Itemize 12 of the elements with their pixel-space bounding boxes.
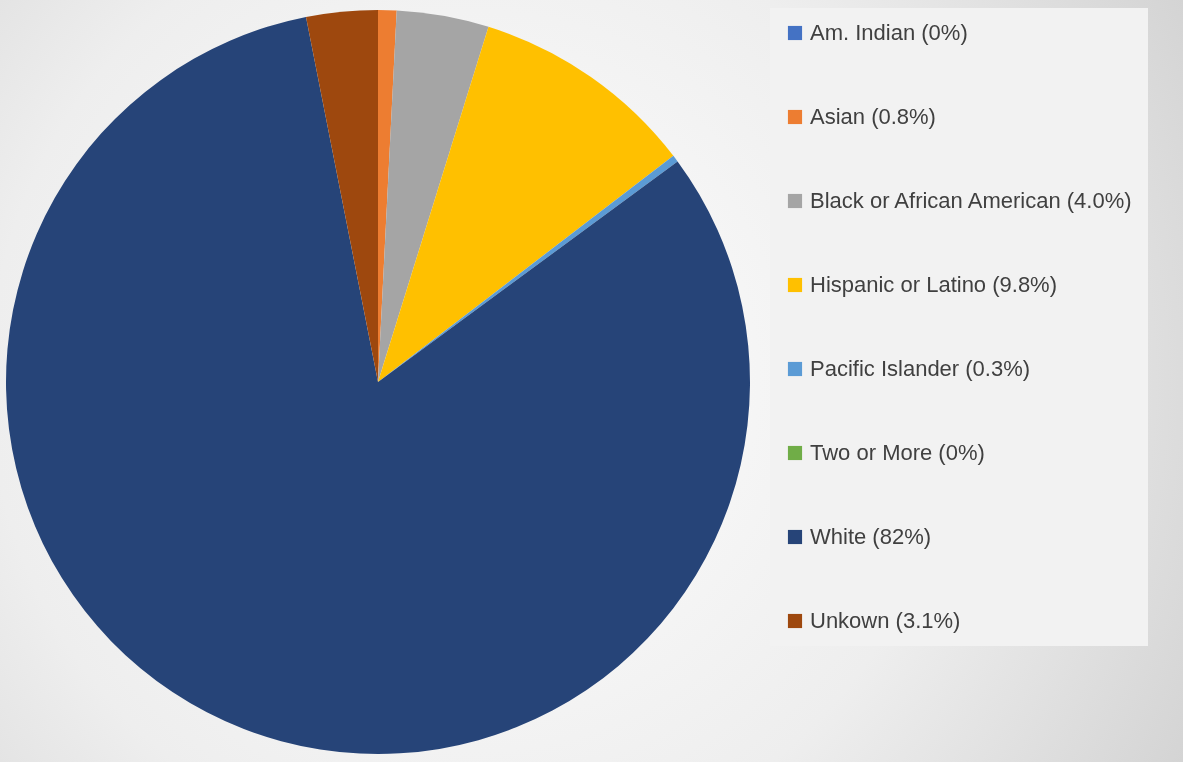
legend-label: Two or More (0%): [810, 440, 985, 465]
pie-slice: [378, 10, 489, 382]
pie-slice: [378, 26, 674, 382]
legend-label: Unkown (3.1%): [810, 608, 961, 633]
legend-label: Black or African American (4.0%): [810, 188, 1132, 213]
legend-label: Hispanic or Latino (9.8%): [810, 272, 1058, 297]
pie-slice: [306, 10, 378, 382]
legend-label: White (82%): [810, 524, 932, 549]
pie-slice: [6, 17, 750, 754]
legend-label: Am. Indian (0%): [810, 20, 968, 45]
legend-label: Pacific Islander (0.3%): [810, 356, 1031, 381]
legend-label: Asian (0.8%): [810, 104, 936, 129]
